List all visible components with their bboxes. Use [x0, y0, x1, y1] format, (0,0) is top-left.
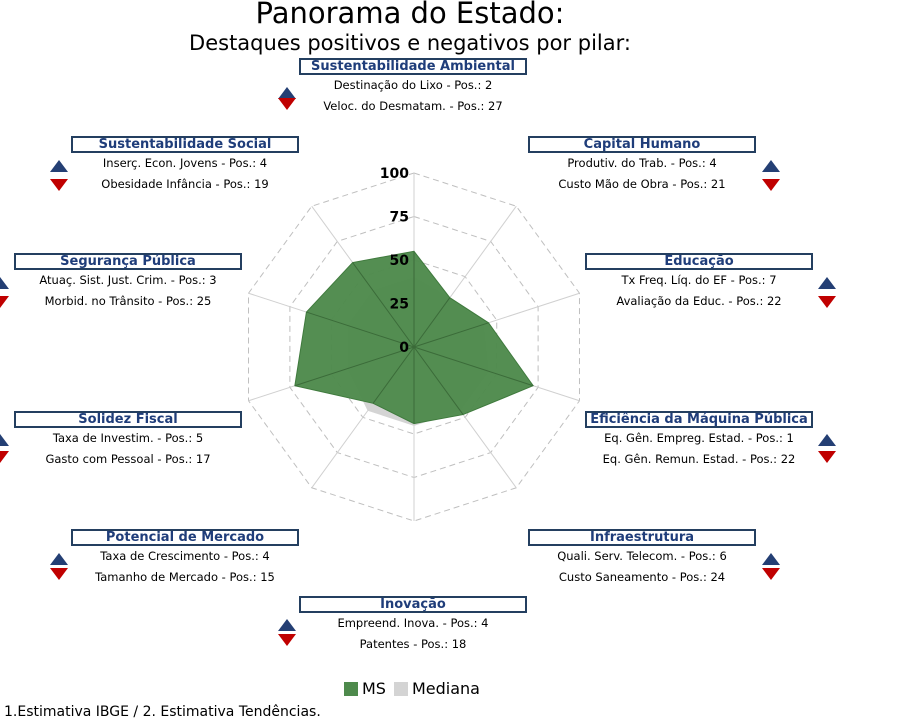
- negative-highlight: Custo Saneamento - Pos.: 24: [558, 570, 726, 584]
- series-ms-spoke: [413, 322, 489, 348]
- chart-legend: MS Mediana: [344, 680, 480, 698]
- pillar-title: Sustentabilidade Social: [71, 136, 299, 153]
- series-ms-spoke: [413, 346, 464, 415]
- pillar-solidez-fiscal: Solidez Fiscal Taxa de Investim. - Pos.:…: [14, 411, 242, 466]
- arrow-down-icon: [818, 296, 836, 308]
- arrow-down-icon: [762, 179, 780, 191]
- arrow-down-icon: [0, 451, 9, 463]
- negative-highlight: Avaliação da Educ. - Pos.: 22: [616, 294, 782, 308]
- page-title: Panorama do Estado:: [255, 0, 565, 30]
- arrow-down-icon: [50, 179, 68, 191]
- pillar-title: Potencial de Mercado: [71, 529, 299, 546]
- series-ms-spoke: [413, 297, 451, 348]
- pillar-title: Solidez Fiscal: [14, 411, 242, 428]
- arrow-down-icon: [278, 98, 296, 110]
- positive-highlight: Produtiv. do Trab. - Pos.: 4: [567, 156, 717, 170]
- positive-highlight: Destinação do Lixo - Pos.: 2: [333, 78, 493, 92]
- series-ms-spoke: [352, 262, 415, 348]
- arrow-up-icon: [762, 553, 780, 565]
- positive-highlight: Empreend. Inova. - Pos.: 4: [337, 616, 489, 630]
- arrow-down-icon: [0, 296, 9, 308]
- series-ms-spoke: [294, 346, 415, 387]
- arrow-up-icon: [0, 434, 9, 446]
- arrow-down-icon: [50, 568, 68, 580]
- series-ms-spoke: [413, 346, 534, 387]
- tick-label-0: 0: [399, 340, 409, 356]
- pillar-eficiencia-maquina-publica: Eficiência da Máquina Pública Eq. Gên. E…: [585, 411, 813, 466]
- radial-tick-labels: 0 25 50 75 100: [380, 166, 409, 356]
- arrow-up-icon: [50, 553, 68, 565]
- pillar-title: Capital Humano: [528, 136, 756, 153]
- positive-highlight: Quali. Serv. Telecom. - Pos.: 6: [557, 549, 727, 563]
- positive-highlight: Inserç. Econ. Jovens - Pos.: 4: [102, 156, 268, 170]
- tick-label-75: 75: [390, 210, 409, 226]
- pillar-title: Sustentabilidade Ambiental: [299, 58, 527, 75]
- pillar-potencial-de-mercado: Potencial de Mercado Taxa de Crescimento…: [71, 529, 299, 584]
- legend-swatch-ms: [344, 682, 358, 696]
- series-ms-spoke: [306, 311, 415, 348]
- pillar-title: Eficiência da Máquina Pública: [585, 411, 813, 428]
- pillar-infraestrutura: Infraestrutura Quali. Serv. Telecom. - P…: [528, 529, 756, 584]
- pillar-educacao: Educação Tx Freq. Líq. do EF - Pos.: 7 A…: [585, 253, 813, 308]
- legend-swatch-mediana: [393, 682, 408, 696]
- pillar-seguranca-publica: Segurança Pública Atuaç. Sist. Just. Cri…: [14, 253, 242, 308]
- arrow-down-icon: [818, 451, 836, 463]
- negative-highlight: Gasto com Pessoal - Pos.: 17: [45, 452, 211, 466]
- tick-label-100: 100: [380, 166, 409, 182]
- arrow-down-icon: [762, 568, 780, 580]
- arrow-up-icon: [762, 160, 780, 172]
- page-subtitle: Destaques positivos e negativos por pila…: [189, 31, 631, 55]
- legend-label-mediana: Mediana: [411, 679, 480, 698]
- arrow-down-icon: [278, 634, 296, 646]
- negative-highlight: Tamanho de Mercado - Pos.: 15: [95, 570, 275, 584]
- negative-highlight: Veloc. do Desmatam. - Pos.: 27: [323, 99, 503, 113]
- arrow-up-icon: [50, 160, 68, 172]
- pillar-sustentabilidade-social: Sustentabilidade Social Inserç. Econ. Jo…: [71, 136, 299, 191]
- footnote: 1.Estimativa IBGE / 2. Estimativa Tendên…: [4, 704, 321, 720]
- tick-label-25: 25: [390, 297, 409, 313]
- arrow-up-icon: [278, 87, 296, 99]
- negative-highlight: Morbid. no Trânsito - Pos.: 25: [44, 294, 212, 308]
- pillar-inovacao: Inovação Empreend. Inova. - Pos.: 4 Pate…: [299, 596, 527, 651]
- arrow-up-icon: [818, 277, 836, 289]
- pillar-title: Segurança Pública: [14, 253, 242, 270]
- pillar-title: Inovação: [299, 596, 527, 613]
- positive-highlight: Taxa de Crescimento - Pos.: 4: [100, 549, 270, 563]
- positive-highlight: Eq. Gên. Empreg. Estad. - Pos.: 1: [604, 431, 794, 445]
- positive-highlight: Atuaç. Sist. Just. Crim. - Pos.: 3: [39, 273, 217, 287]
- positive-highlight: Taxa de Investim. - Pos.: 5: [52, 431, 204, 445]
- pillar-capital-humano: Capital Humano Produtiv. do Trab. - Pos.…: [528, 136, 756, 191]
- negative-highlight: Obesidade Infância - Pos.: 19: [101, 177, 269, 191]
- negative-highlight: Custo Mão de Obra - Pos.: 21: [558, 177, 726, 191]
- positive-highlight: Tx Freq. Líq. do EF - Pos.: 7: [621, 273, 777, 287]
- arrow-up-icon: [0, 277, 9, 289]
- pillar-sustentabilidade-ambiental: Sustentabilidade Ambiental Destinação do…: [299, 58, 527, 113]
- pillar-title: Educação: [585, 253, 813, 270]
- legend-label-ms: MS: [362, 679, 386, 698]
- negative-highlight: Patentes - Pos.: 18: [359, 637, 467, 651]
- tick-label-50: 50: [390, 253, 410, 269]
- arrow-up-icon: [278, 619, 296, 631]
- pillar-title: Infraestrutura: [528, 529, 756, 546]
- negative-highlight: Eq. Gên. Remun. Estad. - Pos.: 22: [602, 452, 796, 466]
- series-ms-spoke: [372, 346, 415, 404]
- arrow-up-icon: [818, 434, 836, 446]
